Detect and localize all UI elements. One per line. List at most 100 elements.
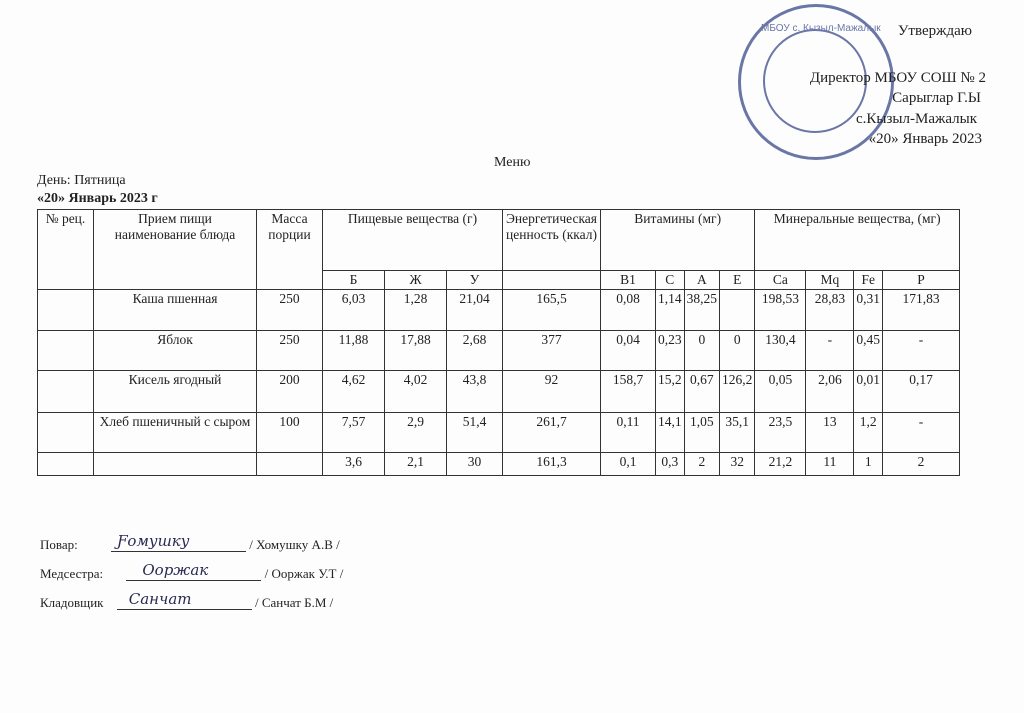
cell-mass <box>256 452 323 476</box>
cell-a: 1,05 <box>683 412 721 453</box>
approval-line-2: Директор МБОУ СОШ № 2 <box>809 70 986 86</box>
cell-zh: 4,02 <box>384 370 447 413</box>
cell-b1: 0,08 <box>600 289 656 331</box>
subheader: Е <box>718 270 756 290</box>
cell-energy: 161,3 <box>502 452 601 476</box>
cell-b: 11,88 <box>322 330 385 371</box>
school-stamp: МБОУ с. Кызыл-Мажалык <box>738 4 894 160</box>
cell-e: 126,2 <box>718 370 756 413</box>
cell-zh: 1,28 <box>384 289 447 331</box>
cell-energy: 261,7 <box>502 412 601 453</box>
cell-fe: 0,01 <box>853 370 883 413</box>
signature-line: Санчат <box>116 591 252 610</box>
cell-ca: 198,53 <box>754 289 807 331</box>
cell-c: 15,2 <box>655 370 685 413</box>
cell-name: Кисель ягодный <box>93 370 257 413</box>
subheader: Mq <box>805 270 855 290</box>
subheader-energy-empty <box>502 270 601 290</box>
cell-u: 51,4 <box>446 412 503 453</box>
cell-b: 7,57 <box>322 412 385 453</box>
cell-u: 30 <box>446 452 503 476</box>
subheader: Б <box>322 270 385 290</box>
cell-b: 3,6 <box>322 452 385 476</box>
cell-c: 1,14 <box>655 289 685 331</box>
signature-name: / Ооржак У.Т / <box>264 566 344 581</box>
cell-a: 2 <box>683 452 721 476</box>
cell-mass: 100 <box>256 412 323 453</box>
cell-a: 0 <box>683 330 721 371</box>
cell-e <box>718 289 756 331</box>
cell-zh: 17,88 <box>384 330 447 371</box>
cell-zh: 2,1 <box>384 452 447 476</box>
approval-line-1: Утверждаю <box>897 23 972 39</box>
cell-name: Хлеб пшеничный с сыром <box>93 412 257 453</box>
cell-ca: 0,05 <box>754 370 807 413</box>
cell-name: Яблок <box>93 330 257 371</box>
cell-b1: 0,11 <box>600 412 656 453</box>
header-mass: Масса порции <box>256 209 323 290</box>
cell-mg: 13 <box>805 412 855 453</box>
header-energy: Энергетическая ценность (ккал) <box>502 209 601 271</box>
cell-u: 21,04 <box>446 289 503 331</box>
table-row: Яблок 250 11,88 17,88 2,68 377 0,04 0,23 0 0 130,4… <box>37 330 960 371</box>
table-row: 3,6 2,1 30 161,3 0,1 0,3 2 32 21,2 11 1 2 <box>37 452 960 476</box>
signature-role: Кладовщик <box>40 595 104 610</box>
cell-c: 14,1 <box>655 412 685 453</box>
cell-u: 43,8 <box>446 370 503 413</box>
document-title: Меню <box>494 155 531 170</box>
signature-line: Ооржак <box>126 562 262 581</box>
signature-line: Ƒомушку <box>111 533 246 552</box>
subheader: У <box>446 270 503 290</box>
cell-b: 6,03 <box>322 289 385 331</box>
cell-name <box>93 452 257 476</box>
header-vitamins: Витамины (мг) <box>599 209 756 271</box>
cell-energy: 377 <box>502 330 601 371</box>
signature-name: / Санчат Б.М / <box>254 595 334 610</box>
header-row: № рец. Прием пищи наименование блюда Мас… <box>37 209 960 290</box>
subheader: Ж <box>384 270 447 290</box>
cell-ca: 130,4 <box>754 330 807 371</box>
signature-row-nurse: Медсестра: Ооржак / Ооржак У.Т / <box>40 562 344 581</box>
signature-role: Повар: <box>40 537 78 552</box>
cell-p: 0,17 <box>882 370 960 413</box>
stamp-text: МБОУ с. Кызыл-Мажалык <box>761 23 881 34</box>
cell-b1: 0,1 <box>600 452 656 476</box>
signature-row-storekeeper: Кладовщик Санчат / Санчат Б.М / <box>40 591 334 610</box>
cell-a: 38,25 <box>683 289 721 331</box>
cell-energy: 92 <box>502 370 601 413</box>
cell-energy: 165,5 <box>502 289 601 331</box>
cell-fe: 0,45 <box>853 330 883 371</box>
cell-name: Каша пшенная <box>93 289 257 331</box>
day-label: День: Пятница <box>37 173 126 188</box>
date-label: «20» Январь 2023 г <box>37 191 158 206</box>
cell-ca: 21,2 <box>754 452 807 476</box>
cell-b1: 0,04 <box>600 330 656 371</box>
cell-mass: 250 <box>256 289 323 331</box>
cell-ca: 23,5 <box>754 412 807 453</box>
table-row: Хлеб пшеничный с сыром 100 7,57 2,9 51,4 261,… <box>37 412 960 453</box>
signature-role: Медсестра: <box>40 566 104 581</box>
cell-fe: 1 <box>853 452 883 476</box>
cell-fe: 1,2 <box>853 412 883 453</box>
cell-rec <box>37 452 94 476</box>
table-row: Кисель ягодный 200 4,62 4,02 43,8 92 158,7 15,2… <box>37 370 960 413</box>
cell-b1: 158,7 <box>600 370 656 413</box>
cell-p: 2 <box>882 452 960 476</box>
table-row: Каша пшенная 250 6,03 1,28 21,04 165,5 0,08 1,1… <box>37 289 960 331</box>
cell-u: 2,68 <box>446 330 503 371</box>
subheader: Fe <box>853 270 883 290</box>
approval-line-3: Сарыглар Г.Ы <box>892 90 981 106</box>
cell-mg: 28,83 <box>805 289 855 331</box>
cell-a: 0,67 <box>683 370 721 413</box>
cell-e: 35,1 <box>718 412 756 453</box>
cook-handwritten-signature: Ƒомушку <box>117 532 190 550</box>
subheader: Р <box>882 270 960 290</box>
cell-p: - <box>882 412 960 453</box>
cell-p: - <box>882 330 960 371</box>
header-name: Прием пищи наименование блюда <box>93 209 257 290</box>
cell-rec <box>37 412 94 453</box>
menu-table: № рец. Прием пищи наименование блюда Мас… <box>37 209 960 476</box>
cell-rec <box>37 289 94 331</box>
cell-fe: 0,31 <box>853 289 883 331</box>
